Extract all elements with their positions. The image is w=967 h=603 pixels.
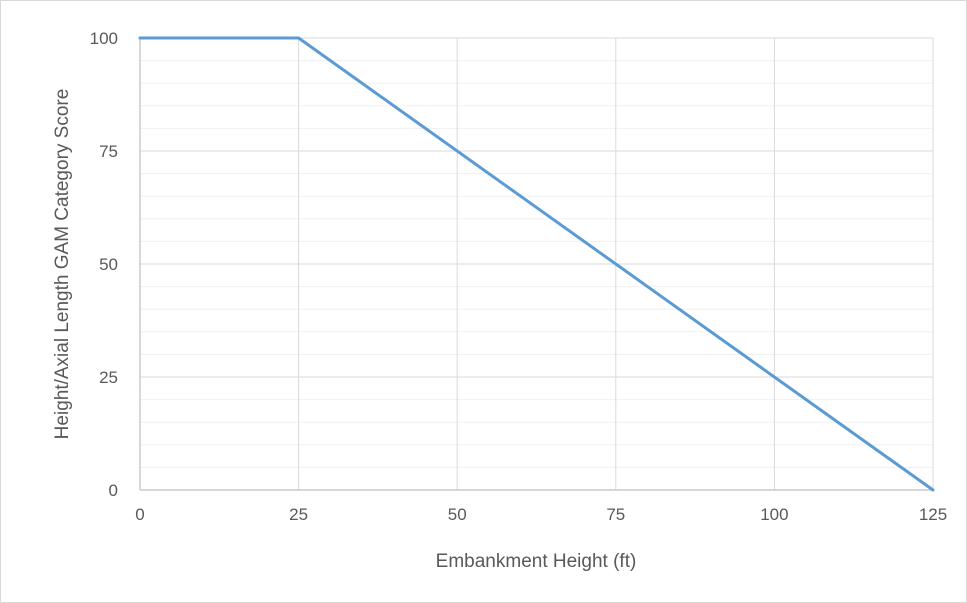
minor-gridlines	[140, 60, 933, 468]
x-tick-labels: 0 25 50 75 100 125	[135, 505, 947, 524]
y-tick-labels: 0 25 50 75 100	[90, 29, 118, 500]
y-tick-label: 75	[99, 142, 118, 161]
x-tick-label: 50	[448, 505, 467, 524]
y-tick-label: 0	[109, 481, 118, 500]
x-axis-title: Embankment Height (ft)	[436, 551, 637, 572]
x-tick-label: 0	[135, 505, 144, 524]
y-tick-label: 50	[99, 255, 118, 274]
y-tick-label: 100	[90, 29, 118, 48]
x-tick-label: 75	[606, 505, 625, 524]
y-tick-label: 25	[99, 368, 118, 387]
x-tick-label: 25	[289, 505, 308, 524]
series-line	[138, 36, 935, 492]
y-axis-title: Height/Axial Length GAM Category Score	[52, 89, 73, 440]
x-tick-label: 100	[760, 505, 788, 524]
major-gridlines	[140, 37, 934, 490]
series-group	[138, 36, 935, 492]
axes	[139, 38, 933, 491]
x-tick-label: 125	[919, 505, 947, 524]
